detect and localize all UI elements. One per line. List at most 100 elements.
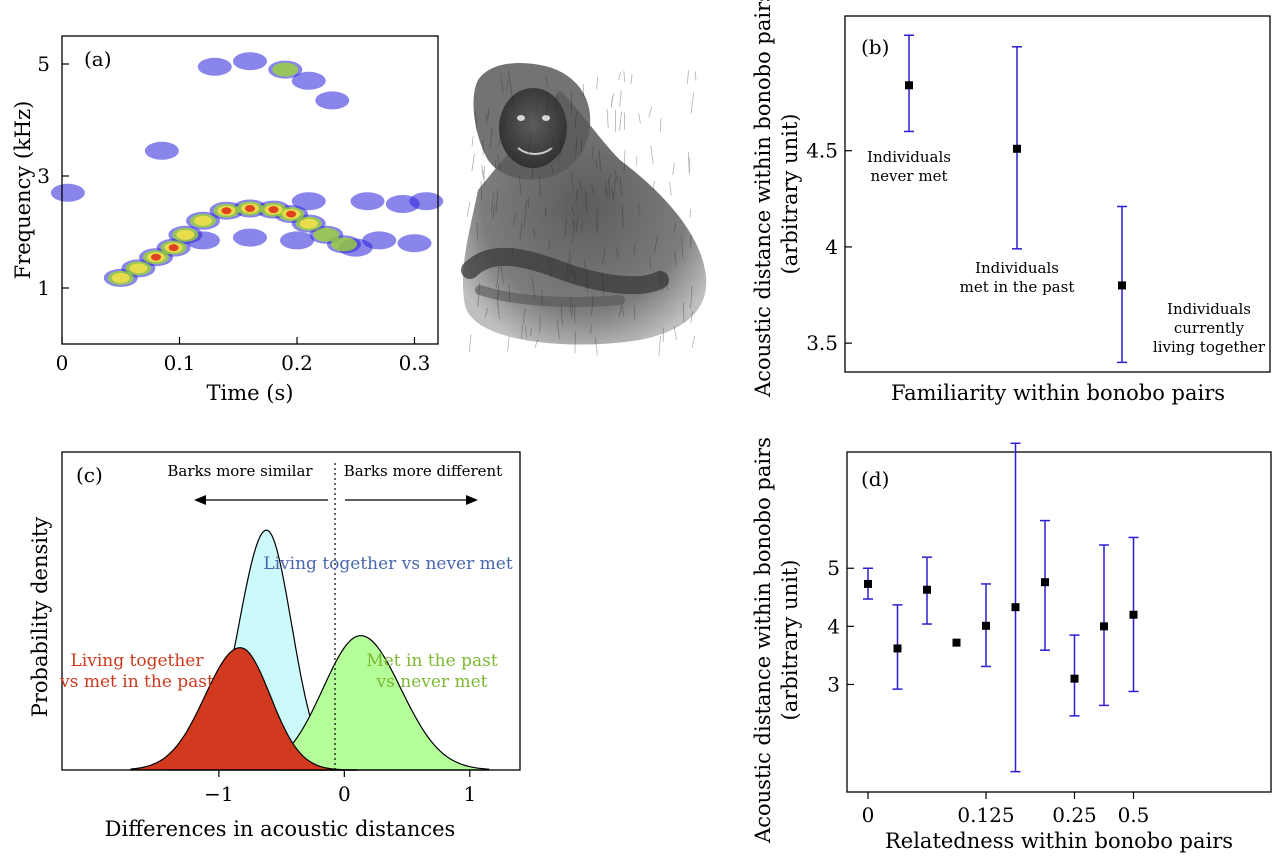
bonobo-eye-right <box>542 115 550 121</box>
spectrogram-blob <box>299 218 318 229</box>
data-point <box>952 638 961 647</box>
arrow-right-label: Barks more different <box>344 462 502 480</box>
arrowhead-left-icon <box>194 495 206 505</box>
spectrogram-blob <box>194 215 212 226</box>
data-point <box>893 644 902 653</box>
x-tick-label: 0 <box>56 351 69 375</box>
plot-frame <box>844 15 1271 373</box>
x-tick-label: 0 <box>338 782 351 806</box>
x-tick-label: −1 <box>204 782 233 806</box>
data-point <box>1011 603 1020 612</box>
arrowhead-right-icon <box>466 495 478 505</box>
spectrogram-blob <box>176 229 195 240</box>
point-label: Individuals <box>867 148 951 166</box>
spectrogram-blob <box>144 141 179 160</box>
point-label: currently <box>1174 319 1245 337</box>
y-tick-label: 4 <box>827 614 840 638</box>
panel-label: (c) <box>76 463 103 487</box>
point-label: met in the past <box>960 278 1075 296</box>
y-tick-label: 3.5 <box>806 331 838 355</box>
y-tick-label: 4.5 <box>806 139 838 163</box>
spectrogram-blob <box>315 91 350 110</box>
data-point <box>1041 578 1049 587</box>
y-tick-label: 5 <box>37 52 50 76</box>
spectrogram-blob <box>197 57 232 76</box>
plot-frame <box>61 451 521 771</box>
y-axis-label-unit: (arbitrary unit) <box>778 560 802 721</box>
point-label: never met <box>871 167 948 185</box>
y-tick-label: 4 <box>825 235 838 259</box>
plot-frame <box>846 451 1272 793</box>
y-axis-label: Acoustic distance within bonobo pairs <box>751 437 775 844</box>
spectrogram-blob <box>168 244 179 252</box>
series-label: Living together vs never met <box>263 554 512 574</box>
panel-c-density: (c) Barks more similar Barks more differ… <box>28 451 521 841</box>
x-axis-label: Relatedness within bonobo pairs <box>885 829 1233 853</box>
spectrogram-blob <box>280 231 314 250</box>
bonobo-illustration <box>461 62 707 357</box>
data-point <box>923 585 931 594</box>
arrow-left-label: Barks more similar <box>167 462 313 480</box>
x-tick-label: 0.5 <box>1118 803 1150 827</box>
series-label: vs never met <box>376 672 488 692</box>
data-point <box>1129 610 1138 619</box>
bonobo-arms <box>461 247 669 295</box>
x-axis-label: Familiarity within bonobo pairs <box>891 381 1225 405</box>
spectrogram-blob <box>362 231 397 250</box>
panel-label: (a) <box>84 47 112 71</box>
y-tick-label: 3 <box>37 164 50 188</box>
spectrogram-blob <box>221 207 232 215</box>
plot-frame <box>61 35 439 345</box>
y-tick-label: 1 <box>37 276 50 300</box>
y-tick-label: 3 <box>827 672 840 696</box>
point-label: Individuals <box>975 259 1059 277</box>
spectrogram-blob <box>245 204 255 212</box>
series-label: Met in the past <box>366 651 497 671</box>
spectrogram-blob <box>291 192 326 211</box>
x-tick-label: 0.1 <box>164 351 196 375</box>
spectrogram-blob <box>286 210 297 218</box>
panel-a-spectrogram: (a) 0 0.1 0.2 0.3 1 3 5 Time (s) Frequency (k… <box>11 35 444 405</box>
x-tick-label: 0.3 <box>399 351 431 375</box>
bonobo-face <box>499 88 567 168</box>
spectrogram-blob <box>331 237 357 252</box>
panel-label: (d) <box>861 467 889 491</box>
density-area <box>130 647 358 771</box>
panel-label: (b) <box>861 35 889 59</box>
spectrogram-blob <box>409 192 444 211</box>
x-axis-label: Time (s) <box>207 381 294 405</box>
density-area <box>280 635 490 771</box>
spectrogram-blob <box>397 234 432 253</box>
bonobo-eye-left <box>517 115 525 121</box>
data-point <box>1070 674 1079 683</box>
spectrogram-blob <box>151 253 161 261</box>
spectrogram-blob <box>350 192 385 211</box>
y-axis-label-unit: (arbitrary unit) <box>778 114 802 275</box>
y-tick-label: 5 <box>827 556 840 580</box>
panel-d-relatedness: (d) 3 4 5 0 0.125 0.25 0.5 Relatedness within… <box>751 437 1272 853</box>
spectrogram-blob <box>268 206 279 214</box>
point-label: Individuals <box>1167 300 1251 318</box>
data-point <box>864 579 872 588</box>
x-tick-label: 1 <box>463 782 476 806</box>
x-axis-label: Differences in acoustic distances <box>105 817 456 841</box>
x-tick-label: 0.125 <box>957 803 1014 827</box>
spectrogram-blob <box>291 71 326 90</box>
data-point <box>1118 281 1126 290</box>
x-tick-label: 0.2 <box>281 351 313 375</box>
spectrogram-blob <box>233 228 267 247</box>
bonobo-mouth <box>517 147 553 155</box>
data-point <box>1013 144 1021 153</box>
x-tick-label: 0.25 <box>1052 803 1097 827</box>
y-axis-label: Acoustic distance within bonobo pairs <box>751 0 775 398</box>
y-axis-label: Probability density <box>28 517 52 718</box>
spectrogram-blob <box>233 52 267 71</box>
spectrogram-energy <box>50 52 444 287</box>
spectrogram-blob <box>272 62 299 77</box>
spectrogram-blob <box>111 272 130 283</box>
spectrogram-blob <box>129 263 148 274</box>
x-tick-label: 0 <box>862 803 875 827</box>
data-point <box>1100 622 1108 631</box>
